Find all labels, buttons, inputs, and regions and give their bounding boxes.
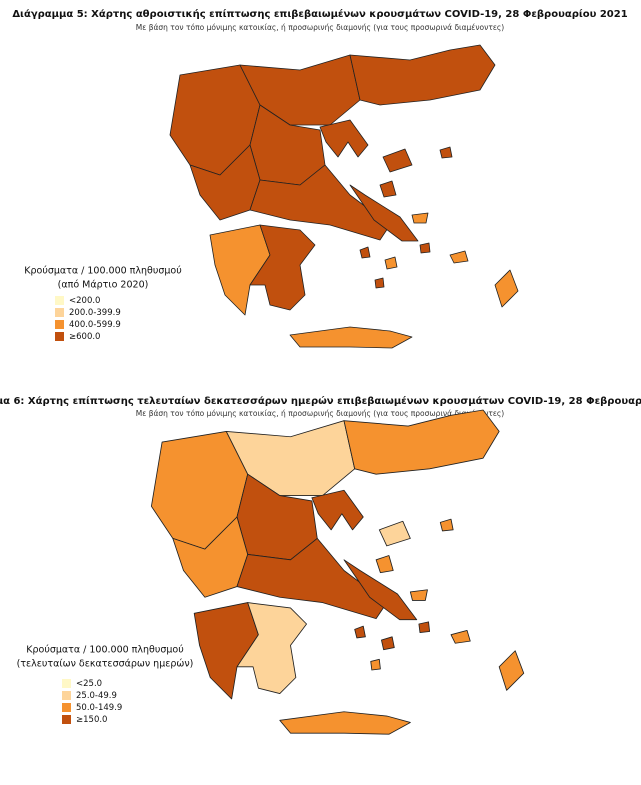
region — [370, 658, 381, 671]
legend-swatch — [62, 715, 71, 724]
region — [374, 277, 385, 289]
region — [279, 711, 411, 735]
region — [419, 242, 431, 254]
region — [494, 269, 519, 308]
legend-label: <200.0 — [69, 296, 100, 306]
legend-title: Κρούσματα / 100.000 πληθυσμού — [26, 645, 183, 656]
region — [379, 180, 397, 198]
legend-label: 50.0-149.9 — [76, 703, 122, 713]
region — [450, 629, 471, 644]
legend-swatch — [55, 332, 64, 341]
legend-swatch — [55, 296, 64, 305]
legend-subtitle: (τελευταίων δεκατεσσάρων ημερών) — [17, 659, 194, 670]
region — [236, 602, 307, 694]
region — [349, 44, 496, 106]
region — [249, 224, 316, 311]
region — [439, 518, 454, 532]
map-subtitle: Με βάση τον τόπο μόνιμης κατοικίας, ή πρ… — [136, 23, 505, 32]
region — [349, 184, 419, 242]
region — [289, 326, 413, 349]
region — [343, 559, 418, 621]
map — [169, 44, 519, 349]
region — [381, 636, 395, 651]
region — [382, 148, 413, 173]
legend-swatch — [62, 691, 71, 700]
region — [359, 246, 371, 259]
region — [498, 650, 525, 691]
region — [409, 589, 428, 601]
legend-swatch — [55, 320, 64, 329]
region — [319, 119, 369, 158]
region — [411, 212, 429, 224]
region — [354, 625, 366, 639]
legend-swatch — [55, 308, 64, 317]
legend-label: ≥600.0 — [69, 332, 100, 342]
map-title: Διάγραμμα 5: Χάρτης αθροιστικής επίπτωση… — [12, 8, 627, 20]
map — [150, 409, 525, 735]
legend-swatch — [62, 703, 71, 712]
legend-label: 400.0-599.9 — [69, 320, 121, 330]
legend-label: <25.0 — [76, 679, 102, 689]
map-subtitle: Με βάση τον τόπο μόνιμης κατοικίας, ή πρ… — [136, 409, 505, 418]
legend-label: 25.0-49.9 — [76, 691, 117, 701]
region — [449, 250, 469, 264]
region — [439, 146, 453, 159]
legend-subtitle: (από Μάρτιο 2020) — [58, 280, 149, 291]
legend-swatch — [62, 679, 71, 688]
region — [375, 555, 394, 574]
region — [343, 409, 500, 475]
region — [418, 621, 431, 633]
region — [378, 520, 411, 547]
legend-title: Κρούσματα / 100.000 πληθυσμού — [24, 266, 181, 277]
region — [384, 256, 398, 270]
region — [311, 489, 364, 531]
legend-label: ≥150.0 — [76, 715, 107, 725]
legend-label: 200.0-399.9 — [69, 308, 121, 318]
map-title: Διάγραμμα 6: Χάρτης επίπτωσης τελευταίων… — [0, 395, 641, 407]
